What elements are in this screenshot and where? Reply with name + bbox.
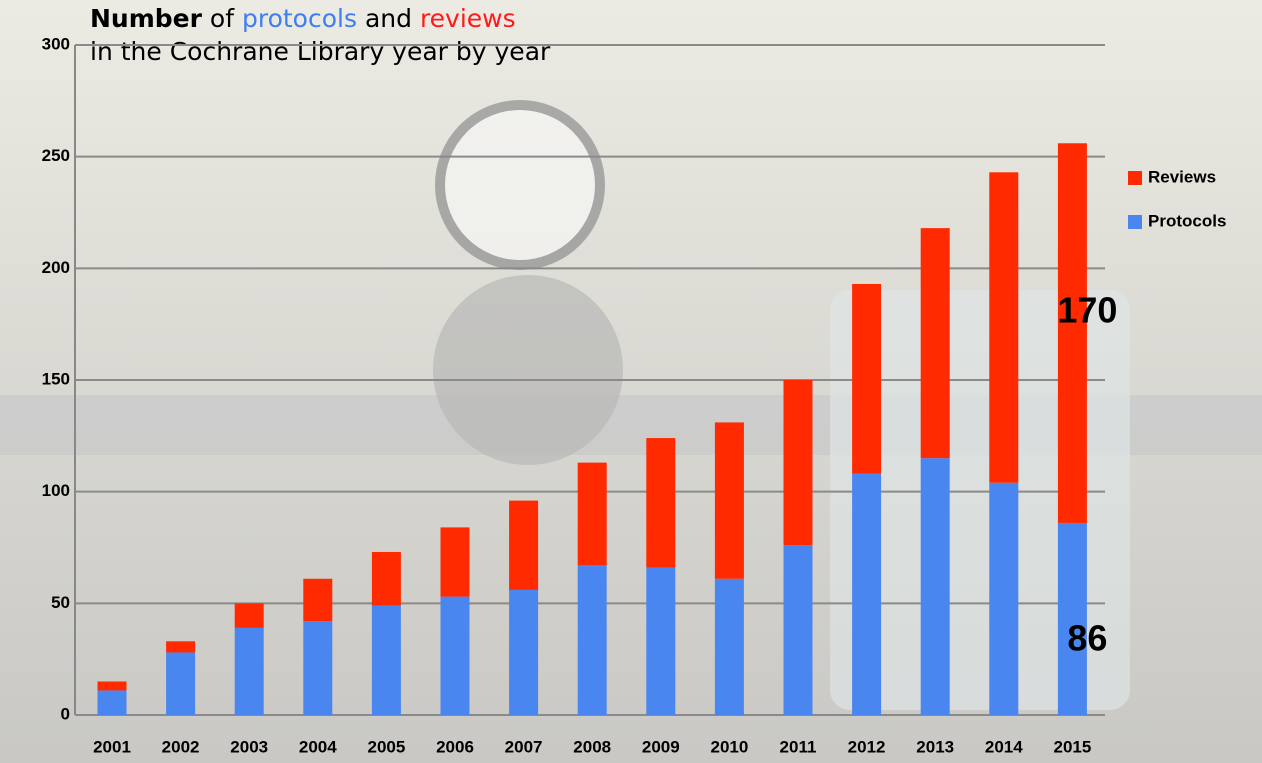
x-tick-label: 2013 bbox=[916, 737, 954, 756]
bar-segment bbox=[715, 422, 744, 578]
y-tick-label: 150 bbox=[42, 369, 70, 388]
legend-label: Protocols bbox=[1148, 211, 1226, 230]
x-tick-label: 2011 bbox=[780, 737, 817, 756]
bar-segment bbox=[989, 483, 1018, 715]
bar-segment bbox=[441, 597, 470, 715]
chart-subtitle: in the Cochrane Library year by year bbox=[90, 37, 551, 66]
y-tick-label: 300 bbox=[42, 34, 70, 53]
bar-segment bbox=[235, 603, 264, 628]
bar-segment bbox=[303, 579, 332, 621]
y-tick-label: 100 bbox=[42, 481, 70, 500]
legend-label: Reviews bbox=[1148, 167, 1216, 186]
title-word: protocols bbox=[242, 4, 357, 33]
data-label: 170 bbox=[1057, 290, 1117, 331]
x-tick-label: 2015 bbox=[1053, 737, 1091, 756]
bar-segment bbox=[235, 628, 264, 715]
bar-segment bbox=[921, 228, 950, 458]
bar-segment bbox=[1058, 143, 1087, 523]
x-tick-label: 2014 bbox=[985, 737, 1023, 756]
bar-segment bbox=[98, 682, 127, 691]
x-tick-label: 2007 bbox=[505, 737, 543, 756]
bar-segment bbox=[646, 568, 675, 715]
bar-segment bbox=[509, 501, 538, 590]
data-label: 86 bbox=[1067, 617, 1107, 658]
chart-title: Number of protocols and reviews bbox=[90, 4, 516, 33]
bar-segment bbox=[578, 463, 607, 566]
legend-swatch bbox=[1128, 215, 1142, 229]
bar-segment bbox=[166, 652, 195, 715]
background-regulator bbox=[433, 275, 623, 465]
bar-segment bbox=[509, 590, 538, 715]
chart: Number of protocols and reviews in the C… bbox=[0, 0, 1262, 763]
x-tick-label: 2008 bbox=[573, 737, 611, 756]
bar-segment bbox=[989, 172, 1018, 482]
x-tick-label: 2004 bbox=[299, 737, 337, 756]
y-tick-label: 50 bbox=[51, 593, 70, 612]
x-tick-label: 2005 bbox=[367, 737, 405, 756]
bar-segment bbox=[784, 545, 813, 715]
bar-segment bbox=[852, 284, 881, 474]
bar-segment bbox=[303, 621, 332, 715]
x-tick-label: 2006 bbox=[436, 737, 474, 756]
bar-segment bbox=[715, 579, 744, 715]
x-tick-label: 2012 bbox=[848, 737, 886, 756]
bar-segment bbox=[578, 565, 607, 715]
title-word: and bbox=[365, 4, 412, 33]
bar-segment bbox=[166, 641, 195, 652]
bar-segment bbox=[784, 380, 813, 545]
x-tick-label: 2003 bbox=[230, 737, 268, 756]
bar-segment bbox=[852, 474, 881, 715]
bar-segment bbox=[98, 690, 127, 715]
y-tick-label: 200 bbox=[42, 258, 70, 277]
bar-segment bbox=[372, 552, 401, 606]
x-tick-label: 2010 bbox=[710, 737, 748, 756]
title-word: Number bbox=[90, 4, 203, 33]
bar-segment bbox=[646, 438, 675, 568]
bar-segment bbox=[372, 606, 401, 715]
legend-swatch bbox=[1128, 171, 1142, 185]
title-word: reviews bbox=[420, 4, 516, 33]
x-tick-label: 2001 bbox=[93, 737, 131, 756]
x-tick-label: 2009 bbox=[642, 737, 680, 756]
y-tick-label: 250 bbox=[42, 146, 70, 165]
bar-segment bbox=[921, 458, 950, 715]
title-word: of bbox=[210, 4, 235, 33]
y-tick-label: 0 bbox=[61, 704, 70, 723]
background-gauge bbox=[440, 105, 600, 265]
x-tick-label: 2002 bbox=[162, 737, 200, 756]
bar-segment bbox=[441, 527, 470, 596]
